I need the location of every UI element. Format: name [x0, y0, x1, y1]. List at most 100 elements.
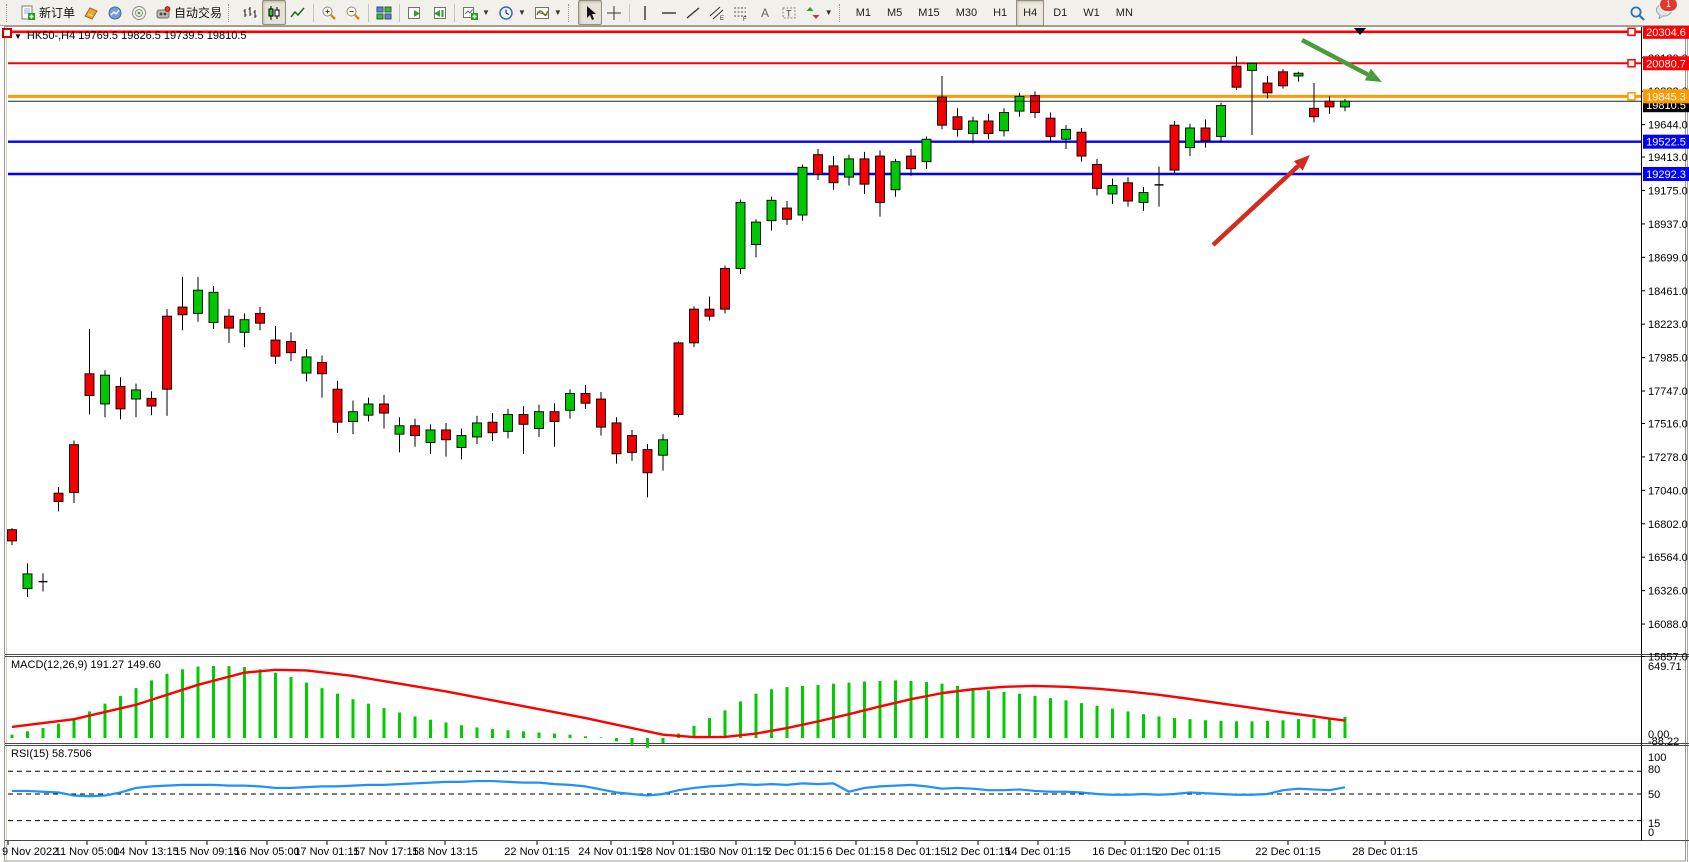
timeframe-h4-button[interactable]: H4 — [1016, 0, 1045, 26]
window-back-icon — [431, 5, 447, 21]
time-tick-label: 8 Dec 01:15 — [887, 846, 946, 858]
hline-selection-handle[interactable] — [1627, 59, 1636, 68]
zoom-out-button[interactable] — [341, 0, 365, 25]
macd-signal-line — [11, 668, 1346, 739]
search-icon[interactable] — [1629, 5, 1645, 21]
timeframe-m30-button[interactable]: M30 — [955, 6, 978, 19]
macd-histogram-bar — [847, 682, 851, 738]
hline-selection-handle[interactable] — [2, 28, 12, 38]
candle — [84, 373, 95, 396]
macd-histogram-bar — [723, 710, 727, 738]
timeframe-d1-button[interactable]: D1 — [1053, 6, 1068, 19]
hline-price-label: 19845.3 — [1646, 91, 1686, 103]
macd-histogram-bar — [429, 719, 432, 738]
text-icon: A — [757, 5, 773, 21]
macd-histogram-bar — [1111, 708, 1114, 738]
bearish-arrow[interactable] — [1300, 38, 1369, 77]
text-button[interactable]: A — [753, 0, 777, 25]
new-chart-button[interactable]: ▼ — [458, 0, 494, 25]
timeframe-w1-button[interactable]: W1 — [1083, 6, 1100, 19]
candle — [782, 207, 792, 220]
candle — [1247, 62, 1257, 71]
horizontal-line-button[interactable] — [657, 0, 681, 25]
crosshair-button[interactable] — [602, 0, 626, 25]
rsi-axis-label: 15 — [1648, 818, 1660, 830]
timeframe-mn-button[interactable]: MN — [1115, 6, 1133, 19]
bullish-arrow[interactable] — [1211, 164, 1300, 247]
profile-prev-button[interactable] — [427, 0, 451, 25]
macd-histogram-bar — [1219, 720, 1223, 738]
new-order-button[interactable]: 新订单 — [16, 0, 79, 25]
time-tick-label: 15 Nov 09:15 — [174, 846, 239, 858]
time-tick-label: 20 Dec 01:15 — [1155, 846, 1220, 858]
cursor-button[interactable] — [577, 0, 602, 25]
candle — [131, 389, 141, 400]
period-button[interactable]: ▼ — [494, 0, 530, 25]
macd-histogram-bar — [460, 725, 463, 738]
timeframe-m1-button[interactable]: M1 — [855, 6, 871, 19]
profile-next-button[interactable] — [403, 0, 427, 25]
candle — [1076, 131, 1087, 157]
macd-histogram-bar — [444, 722, 448, 738]
hline-selection-handle[interactable] — [1627, 27, 1636, 37]
timeframe-m15-button[interactable]: M15 — [918, 6, 940, 19]
bullish-arrow-head[interactable] — [1293, 155, 1310, 171]
macd-histogram-bar — [1080, 703, 1083, 738]
sell-marker-triangle[interactable] — [1354, 28, 1366, 35]
macd-histogram-bar — [1049, 698, 1052, 738]
text-label-button[interactable]: T — [777, 0, 801, 25]
notifications-button[interactable]: 1 — [1655, 0, 1678, 23]
chart-line-button[interactable] — [286, 0, 310, 25]
hline-price-label: 19292.3 — [1646, 169, 1686, 181]
macd-histogram-bar — [1064, 700, 1068, 738]
macd-histogram-bar — [692, 725, 696, 738]
timeframe-h1-button[interactable]: H1 — [993, 6, 1008, 19]
hline-price-label: 19522.5 — [1646, 137, 1686, 149]
signals-button[interactable] — [127, 0, 151, 25]
candle — [239, 319, 250, 333]
indicators-button[interactable]: ▼ — [530, 0, 566, 25]
candle — [487, 421, 498, 434]
auto-trading-button[interactable]: 自动交易 — [151, 0, 226, 25]
arrows-tool-button[interactable]: ▼ — [801, 0, 837, 25]
time-tick-label: 14 Dec 01:15 — [1005, 846, 1070, 858]
macd-histogram-bar — [909, 680, 913, 738]
channel-button[interactable]: E — [705, 0, 729, 25]
macd-histogram-bar — [336, 693, 339, 738]
chart-bars-button[interactable] — [238, 0, 262, 25]
macd-histogram-bar — [274, 672, 277, 738]
zoom-in-button[interactable] — [317, 0, 341, 25]
history-center-button[interactable] — [79, 0, 103, 25]
toolbar-separator — [454, 3, 456, 22]
hline-selection-handle[interactable] — [1627, 92, 1636, 101]
candle — [1309, 107, 1319, 118]
price-tick-label: 17516.0 — [1648, 418, 1688, 430]
chart-window-frame — [4, 26, 1686, 862]
bearish-arrow-head[interactable] — [1364, 68, 1382, 82]
macd-histogram-bar — [196, 666, 200, 738]
toolbar-grip — [228, 3, 234, 22]
timeframe-m5-button[interactable]: M5 — [887, 6, 903, 19]
auto-trading-icon — [155, 5, 171, 21]
candle — [844, 158, 854, 178]
candle — [1185, 127, 1195, 149]
chart-menu-icon[interactable]: ▼ — [14, 32, 22, 41]
time-tick-label: 11 Nov 05:00 — [55, 846, 120, 858]
fibonacci-button[interactable]: F — [729, 0, 753, 25]
main-toolbar: 新订单 自动交易 — [0, 0, 1689, 26]
hline-price-box — [1643, 56, 1689, 71]
macd-histogram-bar — [88, 711, 91, 738]
vertical-line-icon — [637, 5, 653, 21]
time-tick-label: 16 Dec 01:15 — [1092, 846, 1157, 858]
macd-histogram-bar — [227, 666, 231, 738]
trendline-button[interactable] — [681, 0, 705, 25]
candle — [859, 158, 870, 185]
candle — [332, 388, 343, 423]
tile-windows-button[interactable] — [372, 0, 396, 25]
candle — [456, 435, 467, 448]
vertical-line-button[interactable] — [633, 0, 657, 25]
rsi-axis-label: 50 — [1648, 789, 1660, 801]
candle — [658, 439, 668, 456]
chart-candles-button[interactable] — [262, 0, 287, 25]
market-watch-button[interactable] — [103, 0, 127, 25]
